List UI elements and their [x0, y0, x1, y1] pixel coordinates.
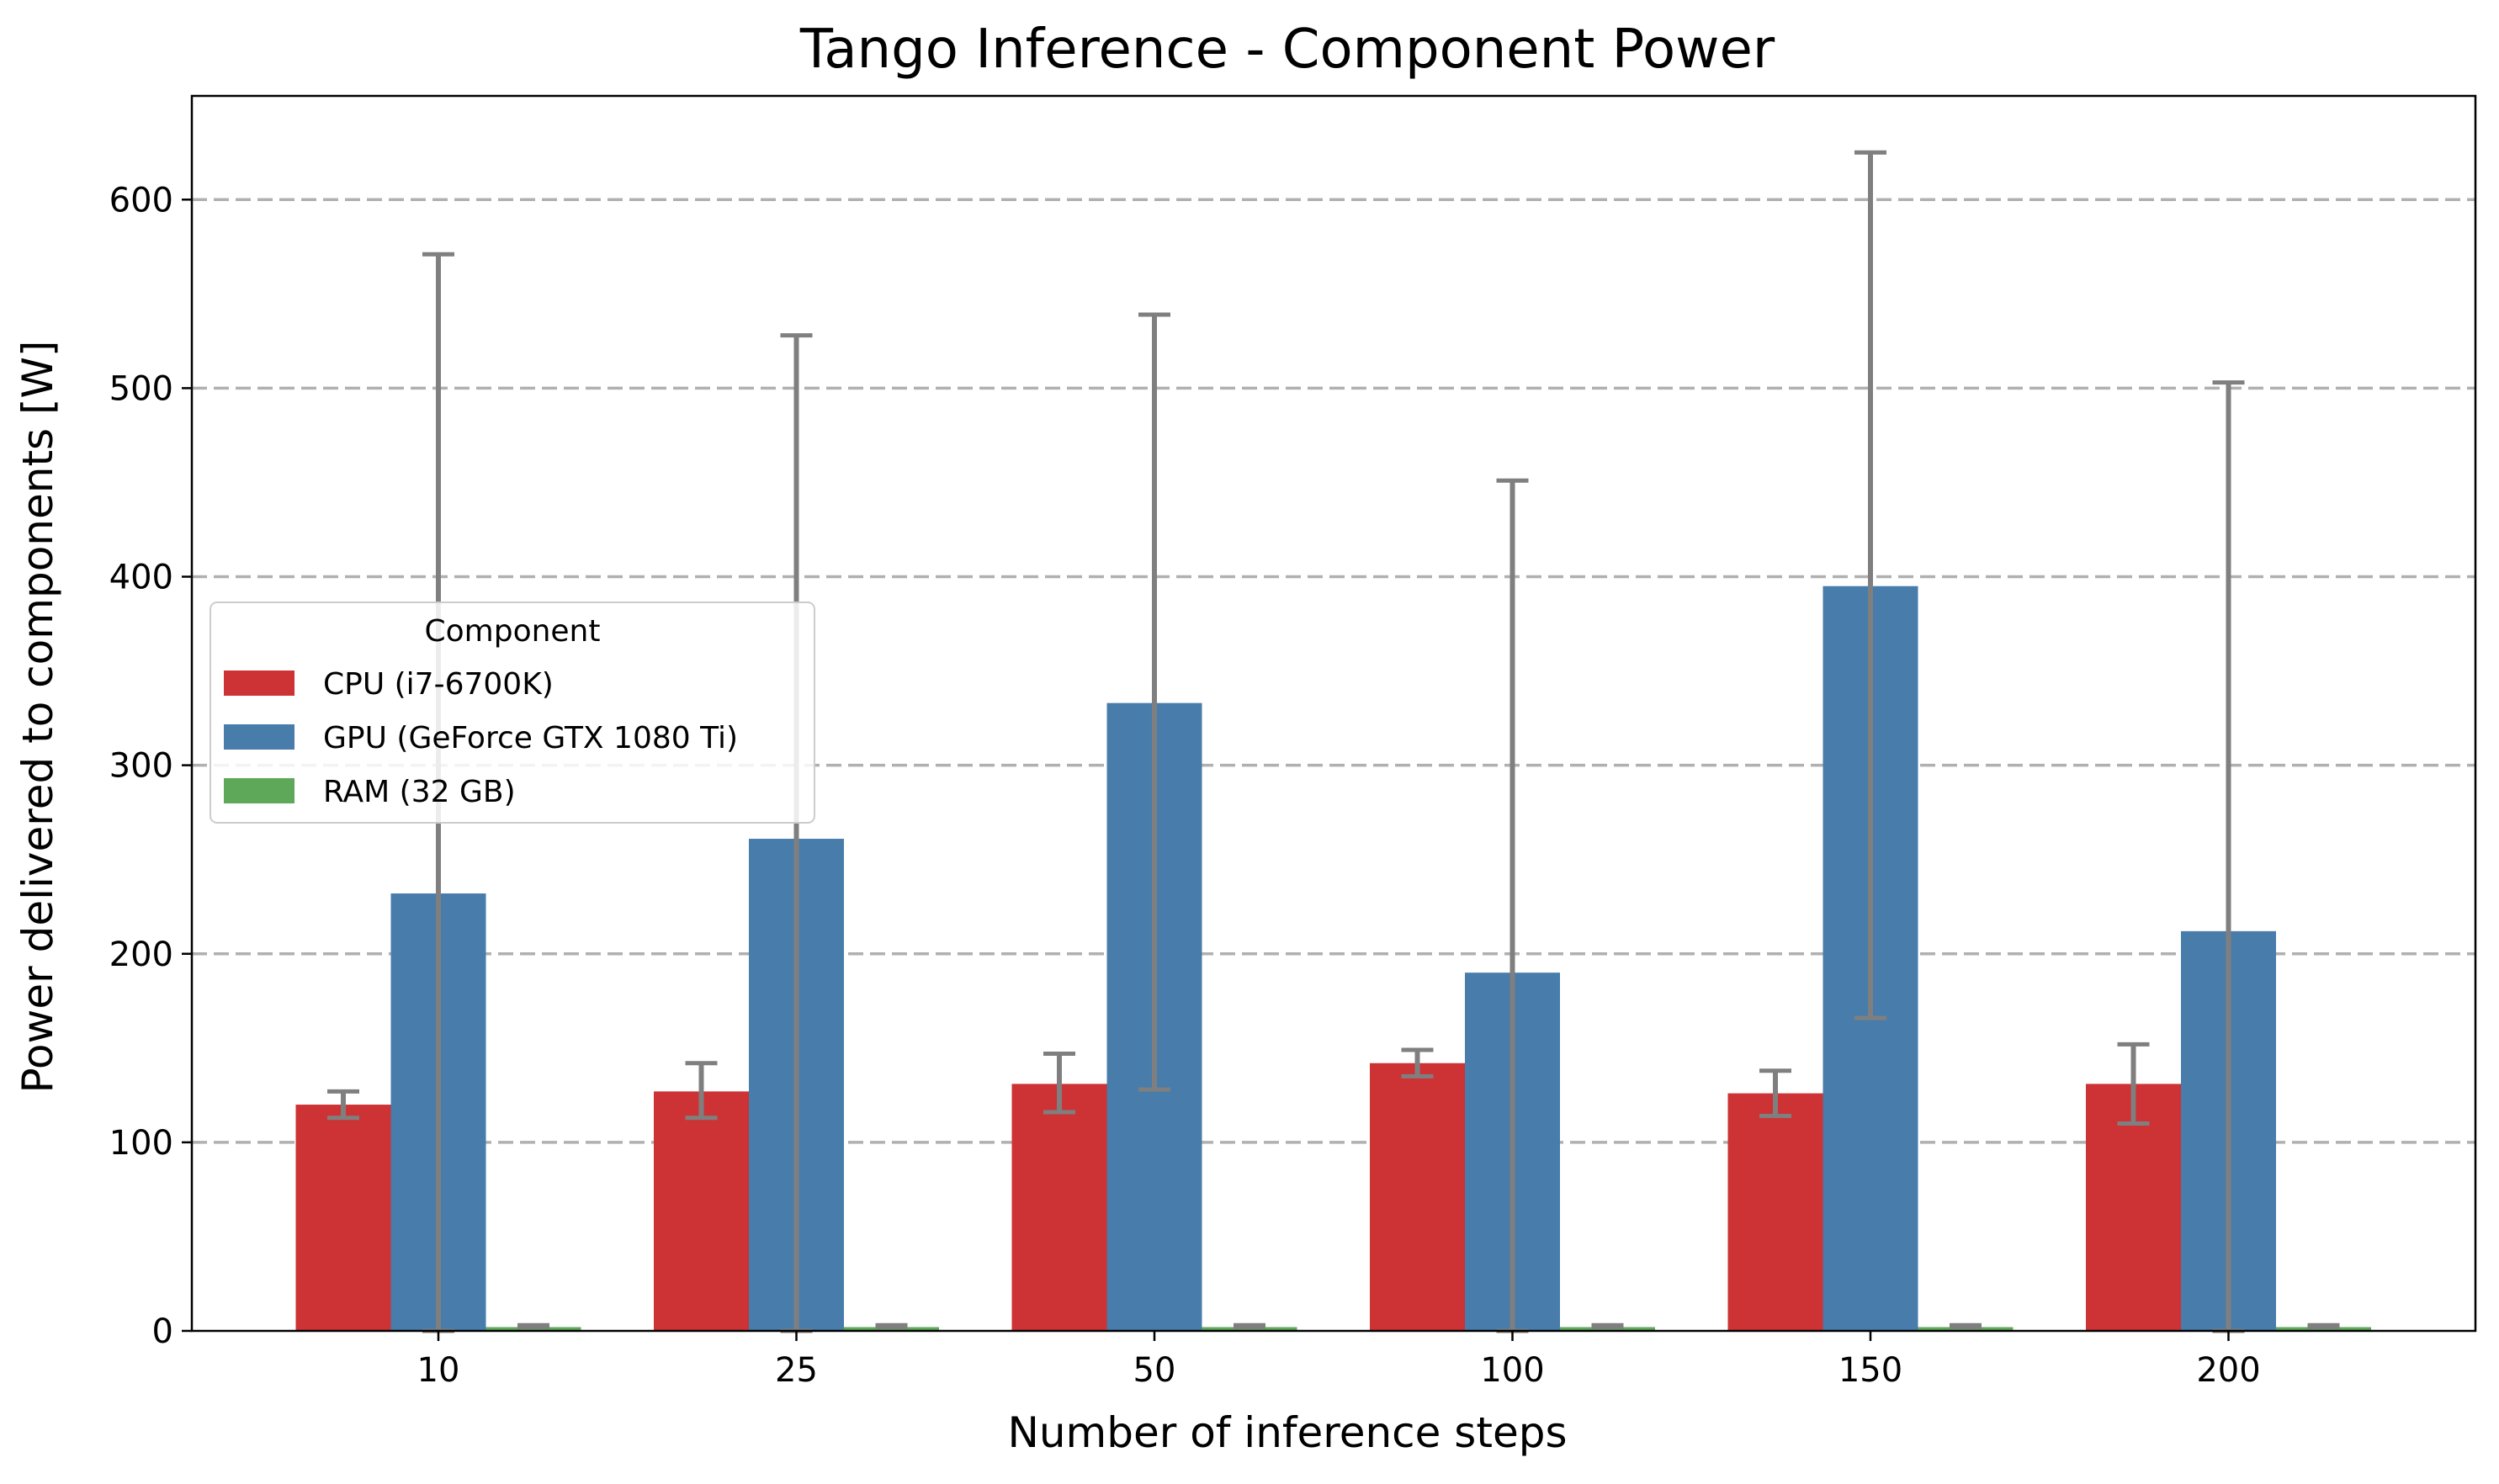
bar	[1011, 1084, 1107, 1331]
legend: Component CPU (i7-6700K) GPU (GeForce GT…	[210, 602, 815, 824]
y-tick-label: 100	[109, 1124, 173, 1163]
grid-lines	[192, 198, 2475, 1144]
x-tick-label: 200	[2196, 1351, 2260, 1390]
legend-title: Component	[424, 614, 600, 649]
x-tick-label: 100	[1480, 1351, 1544, 1390]
legend-swatch-gpu	[224, 724, 294, 750]
bar	[1370, 1063, 1465, 1331]
plot-area-frame	[190, 94, 2477, 1333]
axis-ticks: 0 100 200 300 400 500 600 10 25 50 100 150 200	[109, 181, 2261, 1390]
y-tick-label: 400	[109, 559, 173, 597]
legend-box	[210, 602, 815, 824]
bar	[654, 1091, 749, 1331]
y-tick-label: 600	[109, 181, 173, 220]
legend-swatch-cpu	[224, 670, 294, 696]
y-axis-title: Power delivered to components [W]	[13, 341, 62, 1094]
bar	[1727, 1093, 1823, 1331]
y-tick-label: 500	[109, 369, 173, 408]
x-tick-label: 10	[417, 1351, 460, 1390]
legend-label-gpu: GPU (GeForce GTX 1080 Ti)	[323, 721, 738, 755]
chart-title: Tango Inference - Component Power	[799, 19, 1775, 81]
y-tick-label: 0	[152, 1312, 173, 1351]
y-tick-label: 300	[109, 747, 173, 786]
x-tick-label: 50	[1133, 1351, 1176, 1390]
x-tick-label: 25	[775, 1351, 818, 1390]
y-tick-label: 200	[109, 935, 173, 974]
legend-label-ram: RAM (32 GB)	[323, 775, 516, 809]
legend-label-cpu: CPU (i7-6700K)	[323, 667, 554, 702]
legend-swatch-ram	[224, 778, 294, 803]
bar	[295, 1105, 391, 1331]
x-axis-title: Number of inference steps	[1007, 1408, 1567, 1457]
x-tick-label: 150	[1838, 1351, 1902, 1390]
